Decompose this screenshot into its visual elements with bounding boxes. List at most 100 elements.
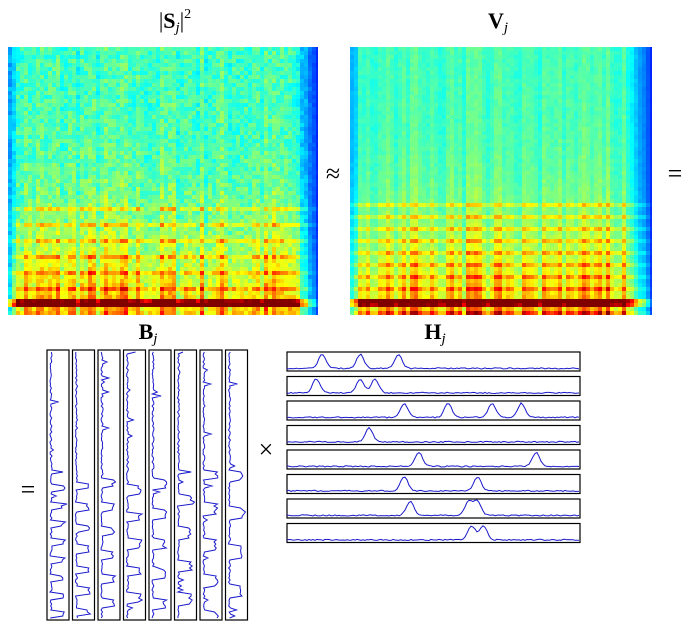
spectrogram-cell xyxy=(276,171,280,175)
spectrogram-cell xyxy=(64,87,68,91)
spectrogram-cell xyxy=(172,175,176,179)
spectrogram-cell xyxy=(92,123,96,127)
spectrogram-cell xyxy=(120,183,124,187)
spectrogram-cell xyxy=(40,247,44,251)
spectrogram-cell xyxy=(84,55,88,59)
spectrogram-cell xyxy=(184,271,188,275)
spectrogram-cell xyxy=(144,83,148,87)
spectrogram-cell xyxy=(256,247,260,251)
spectrogram-cell xyxy=(32,203,36,207)
spectrogram-cell xyxy=(96,151,100,155)
spectrogram-cell xyxy=(120,223,124,227)
spectrogram-cell xyxy=(176,123,180,127)
spectrogram-cell xyxy=(108,255,112,259)
spectrogram-cell xyxy=(220,75,224,79)
spectrogram-cell xyxy=(44,259,48,263)
spectrogram-cell xyxy=(48,163,52,167)
spectrogram-cell xyxy=(116,179,120,183)
spectrogram-cell xyxy=(220,243,224,247)
spectrogram-cell xyxy=(244,275,248,279)
spectrogram-cell xyxy=(148,47,152,51)
spectrogram-cell xyxy=(180,59,184,63)
spectrogram-cell xyxy=(132,251,136,255)
spectrogram-cell xyxy=(56,67,60,71)
spectrogram-cell xyxy=(200,119,204,123)
spectrogram-cell xyxy=(68,47,72,51)
spectrogram-cell xyxy=(220,255,224,259)
spectrogram-cell xyxy=(44,271,48,275)
spectrogram-cell xyxy=(180,87,184,91)
spectrogram-cell xyxy=(80,259,84,263)
spectrogram-cell xyxy=(92,75,96,79)
spectrogram-cell xyxy=(292,95,296,99)
spectrogram-cell xyxy=(196,103,200,107)
spectrogram-cell xyxy=(56,75,60,79)
spectrogram-cell xyxy=(236,231,240,235)
spectrogram-cell xyxy=(136,255,140,259)
spectrogram-cell xyxy=(188,67,192,71)
spectrogram-cell xyxy=(72,111,76,115)
spectrogram-cell xyxy=(84,99,88,103)
spectrogram-cell xyxy=(288,183,292,187)
spectrogram-cell xyxy=(224,187,228,191)
spectrogram-cell xyxy=(48,127,52,131)
spectrogram-cell xyxy=(252,243,256,247)
spectrogram-cell xyxy=(88,271,92,275)
spectrogram-cell xyxy=(40,151,44,155)
spectrogram-cell xyxy=(80,147,84,151)
spectrogram-cell xyxy=(240,259,244,263)
spectrogram-cell xyxy=(228,115,232,119)
spectrogram-cell xyxy=(28,295,32,299)
spectrogram-cell xyxy=(108,179,112,183)
spectrogram-cell xyxy=(248,159,252,163)
spectrogram-cell xyxy=(280,63,284,67)
spectrogram-cell xyxy=(168,103,172,107)
spectrogram-cell xyxy=(268,223,272,227)
spectrogram-cell xyxy=(80,271,84,275)
spectrogram-cell xyxy=(152,55,156,59)
spectrogram-cell xyxy=(248,91,252,95)
spectrogram xyxy=(8,47,318,315)
spectrogram-cell xyxy=(236,235,240,239)
spectrogram-cell xyxy=(216,47,220,51)
spectrogram-cell xyxy=(8,199,12,203)
spectrogram-cell xyxy=(276,307,280,311)
spectrogram-cell xyxy=(236,303,240,307)
spectrogram-cell xyxy=(92,263,96,267)
spectrogram-cell xyxy=(268,151,272,155)
spectrogram-cell xyxy=(264,259,268,263)
spectrogram-cell xyxy=(28,259,32,263)
spectrogram-cell xyxy=(72,251,76,255)
spectrogram-cell xyxy=(252,287,256,291)
spectrogram-cell xyxy=(68,87,72,91)
spectrogram-cell xyxy=(144,79,148,83)
spectrogram-cell xyxy=(68,143,72,147)
spectrogram-cell xyxy=(80,235,84,239)
spectrogram-cell xyxy=(216,67,220,71)
spectrogram-cell xyxy=(108,67,112,71)
spectrogram-cell xyxy=(284,151,288,155)
spectrogram-cell xyxy=(300,279,304,283)
spectrogram-cell xyxy=(120,151,124,155)
spectrogram-cell xyxy=(284,219,288,223)
spectrogram-cell xyxy=(232,287,236,291)
spectrogram-cell xyxy=(292,143,296,147)
spectrogram-cell xyxy=(304,67,308,71)
spectrogram-cell xyxy=(92,231,96,235)
spectrogram-cell xyxy=(20,271,24,275)
spectrogram-cell xyxy=(152,251,156,255)
spectrogram-cell xyxy=(216,283,220,287)
spectrogram-cell xyxy=(148,271,152,275)
spectrogram-cell xyxy=(172,147,176,151)
spectrogram-cell xyxy=(88,279,92,283)
spectrogram-cell xyxy=(136,127,140,131)
spectrogram-cell xyxy=(104,79,108,83)
spectrogram-cell xyxy=(80,131,84,135)
spectrogram-cell xyxy=(96,131,100,135)
spectrogram-cell xyxy=(216,59,220,63)
spectrogram-cell xyxy=(284,95,288,99)
spectrogram-cell xyxy=(132,147,136,151)
spectrogram-cell xyxy=(264,151,268,155)
spectrogram-cell xyxy=(100,151,104,155)
spectrogram-cell xyxy=(88,59,92,63)
